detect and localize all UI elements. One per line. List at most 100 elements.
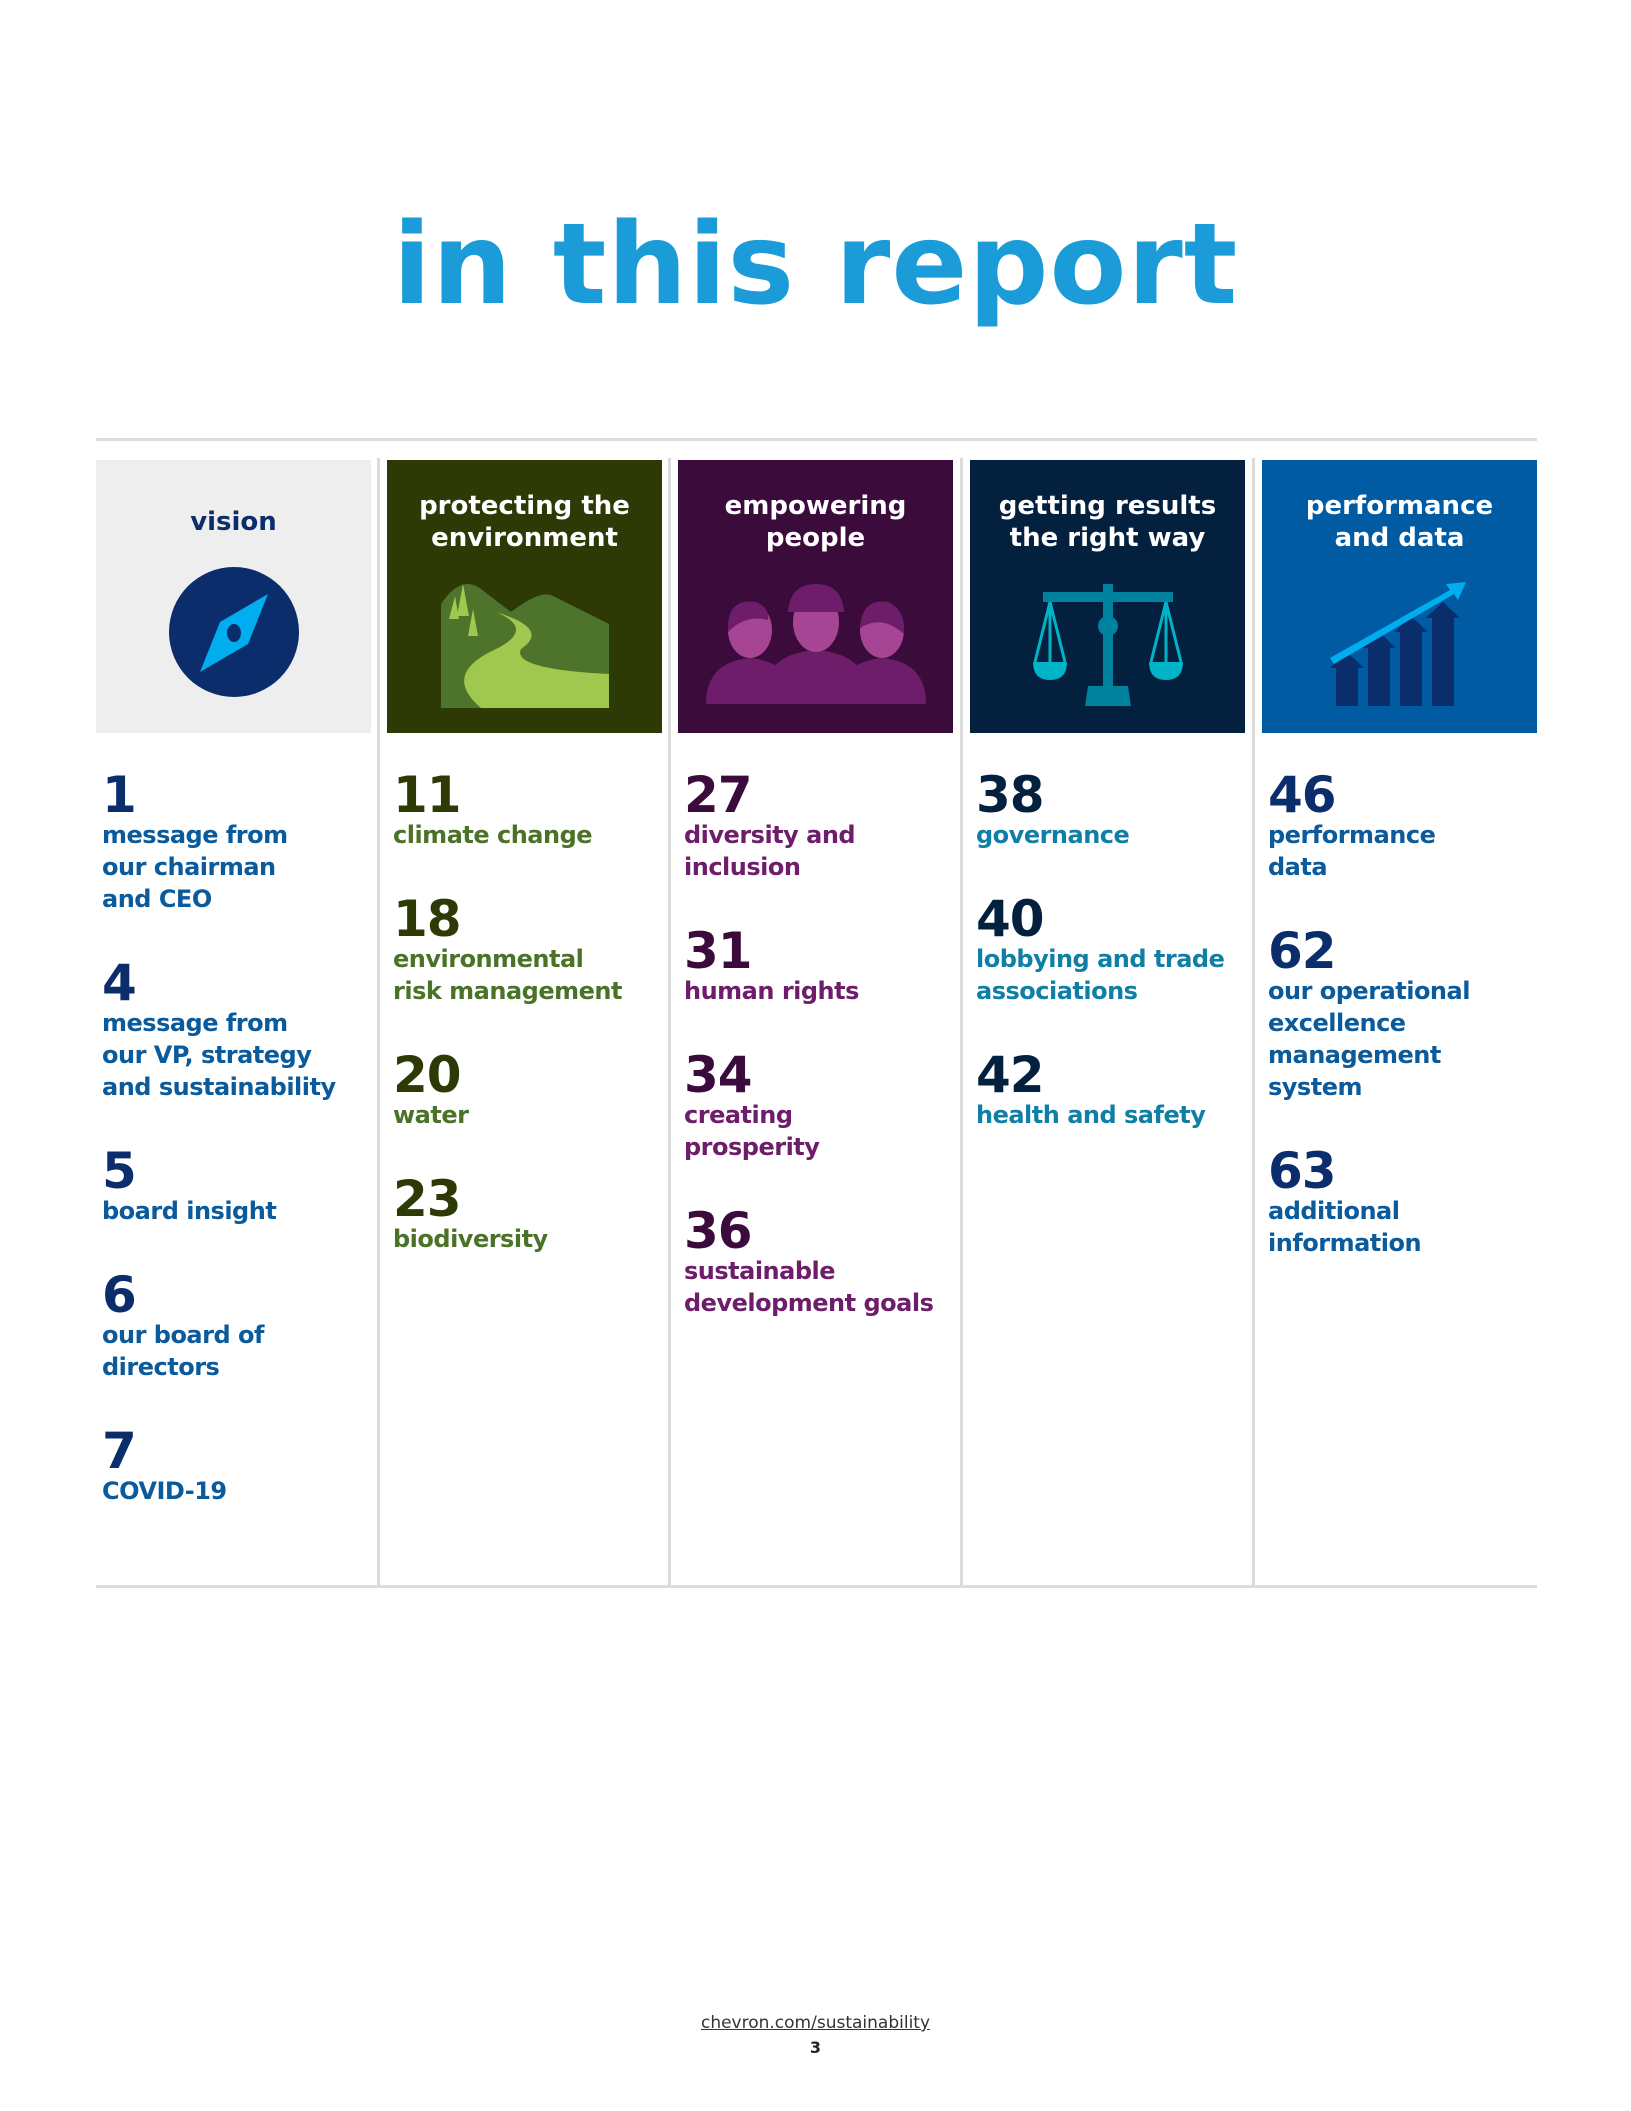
page-number-label: 62 (1268, 922, 1337, 980)
toc-entry[interactable]: 1 message from our chairman and CEO (102, 766, 371, 915)
entry-label: environmental (393, 945, 584, 973)
toc-entry[interactable]: 4 message from our VP, strategy and sustain… (102, 954, 371, 1103)
entry-label: directors (102, 1353, 220, 1381)
entry-label: and sustainability (102, 1073, 336, 1101)
toc-entry[interactable]: 18 environmental risk management (393, 890, 662, 1007)
section-heading: empowering people (678, 490, 953, 554)
toc-entry[interactable]: 27 diversity and inclusion (684, 766, 953, 883)
toc-entry[interactable]: 42 health and safety (976, 1046, 1245, 1131)
toc-entry[interactable]: 5 board insight (102, 1142, 371, 1227)
entry-label: additional (1268, 1197, 1400, 1225)
entry-label: creating (684, 1101, 793, 1129)
page-number-label: 42 (976, 1046, 1045, 1104)
entry-label: development goals (684, 1289, 934, 1317)
entry-label: our operational (1268, 977, 1470, 1005)
page-number-label: 40 (976, 890, 1045, 948)
column-divider (960, 458, 963, 1586)
entry-label: health and safety (976, 1101, 1206, 1129)
entry-label: and CEO (102, 885, 212, 913)
page-title: in this report (392, 200, 1239, 330)
section-heading: getting results the right way (970, 490, 1245, 554)
entry-label: performance (1268, 821, 1436, 849)
entry-label: risk management (393, 977, 622, 1005)
page-number-label: 11 (393, 766, 462, 824)
toc-entry[interactable]: 40 lobbying and trade associations (976, 890, 1245, 1007)
entry-label: prosperity (684, 1133, 820, 1161)
entry-label: human rights (684, 977, 859, 1005)
toc-entry[interactable]: 20 water (393, 1046, 662, 1131)
page-number-label: 31 (684, 922, 753, 980)
entry-label: governance (976, 821, 1130, 849)
column-divider (668, 458, 671, 1586)
footer: chevron.com/sustainability (0, 2013, 1631, 2033)
entry-label: diversity and (684, 821, 856, 849)
page-number-label: 34 (684, 1046, 753, 1104)
entry-label: inclusion (684, 853, 801, 881)
section-column: protecting the environment 11 climate chang… (387, 460, 662, 1299)
heading-line: getting results (998, 491, 1217, 521)
heading-line: and data (1334, 523, 1465, 553)
entry-label: management (1268, 1041, 1441, 1069)
page-number: 3 (809, 2038, 822, 2057)
page-number-label: 27 (684, 766, 753, 824)
section-tile[interactable]: vision (96, 460, 371, 733)
heading-line: people (765, 523, 866, 553)
toc-entry[interactable]: 6 our board of directors (102, 1266, 371, 1383)
section-tile[interactable]: performance and data (1262, 460, 1537, 733)
entry-label: climate change (393, 821, 593, 849)
page-number-label: 46 (1268, 766, 1337, 824)
toc-entry[interactable]: 46 performance data (1268, 766, 1537, 883)
heading-line: environment (431, 523, 618, 553)
entry-label: lobbying and trade (976, 945, 1225, 973)
entry-label: our board of (102, 1321, 264, 1349)
heading-line: performance (1305, 491, 1494, 521)
section-column: vision 1 message from our chairman and CEO 4 m… (96, 460, 371, 1551)
entry-label: biodiversity (393, 1225, 548, 1253)
page-number-label: 63 (1268, 1142, 1337, 1200)
toc-entry[interactable]: 31 human rights (684, 922, 953, 1007)
section-column: performance and data 46 performance data 62 ou… (1262, 460, 1537, 1303)
page-number-label: 38 (976, 766, 1045, 824)
section-heading: vision (190, 507, 277, 537)
section-column: getting results the right way 38 governance… (970, 460, 1245, 1175)
page-number-label: 23 (393, 1170, 462, 1228)
heading-line: empowering (724, 491, 907, 521)
entry-label: message from (102, 821, 288, 849)
sustainability-link[interactable]: chevron.com/sustainability (700, 2013, 931, 2033)
heading-line: protecting the (419, 491, 630, 521)
entry-label: information (1268, 1229, 1422, 1257)
entry-label: water (393, 1101, 469, 1129)
entry-label: associations (976, 977, 1138, 1005)
entry-label: excellence (1268, 1009, 1406, 1037)
entry-label: COVID-19 (102, 1477, 227, 1505)
toc-entry[interactable]: 38 governance (976, 766, 1245, 851)
entry-label: our chairman (102, 853, 276, 881)
page-number-label: 1 (102, 766, 137, 824)
column-divider (1252, 458, 1255, 1586)
toc-entry[interactable]: 7 COVID-19 (102, 1426, 371, 1507)
toc-entry[interactable]: 36 sustainable development goals (684, 1206, 953, 1319)
page-number-label: 4 (102, 954, 137, 1012)
toc-entry[interactable]: 63 additional information (1268, 1142, 1537, 1259)
toc-entry[interactable]: 11 climate change (393, 766, 662, 851)
page-number-label: 20 (393, 1046, 462, 1104)
page-number-label: 5 (102, 1142, 137, 1200)
heading-line: the right way (1009, 523, 1206, 553)
page-number-label: 6 (102, 1266, 137, 1324)
entry-label: data (1268, 853, 1328, 881)
entry-label: sustainable (684, 1257, 836, 1285)
entry-label: message from (102, 1009, 288, 1037)
page-number-label: 18 (393, 890, 462, 948)
section-tile[interactable]: empowering people (678, 460, 953, 733)
section-heading: protecting the environment (387, 490, 662, 554)
section-tile[interactable]: getting results the right way (970, 460, 1245, 733)
toc-entry[interactable]: 34 creating prosperity (684, 1046, 953, 1163)
bottom-divider (96, 1585, 1537, 1588)
section-tile[interactable]: protecting the environment (387, 460, 662, 733)
top-divider (96, 438, 1537, 441)
entry-label: our VP, strategy (102, 1041, 312, 1069)
section-column: empowering people 27 diversity and inclusion… (678, 460, 953, 1363)
toc-entry[interactable]: 62 our operational excellence management sys… (1268, 922, 1537, 1103)
toc-entry[interactable]: 23 biodiversity (393, 1170, 662, 1255)
section-heading: performance and data (1262, 490, 1537, 554)
